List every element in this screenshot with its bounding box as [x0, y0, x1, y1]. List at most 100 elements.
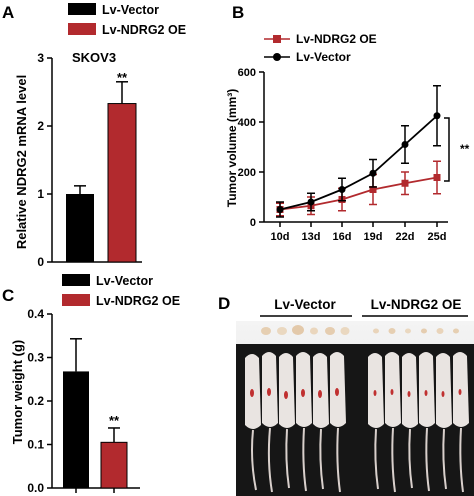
- mouse: [385, 352, 401, 493]
- panel-b-point-oe: [369, 186, 377, 193]
- panel-d-photo: [236, 321, 474, 496]
- panel-a-legend-vector: Lv-Vector: [102, 3, 159, 17]
- panel-d-letter: D: [218, 294, 230, 313]
- panel-b-series-oe: [276, 160, 441, 217]
- panel-d-tumors-vector: [261, 325, 350, 335]
- panel-a-bar-oe: [107, 103, 137, 263]
- panel-a-legend-swatch-oe: [68, 23, 96, 35]
- panel-c-legend-swatch-vector: [62, 274, 90, 286]
- mouse: [436, 353, 452, 490]
- mouse: [419, 352, 435, 492]
- panel-b-point-oe: [401, 179, 409, 187]
- panel-b-point-vector: [338, 186, 346, 193]
- panel-b-letter: B: [232, 3, 244, 22]
- mouse: [296, 352, 312, 492]
- panel-a-tick-1: 1: [37, 187, 52, 201]
- panel-b-xtick-label-1: 13d: [302, 231, 321, 243]
- panel-c-tick-1: 0.1: [27, 438, 52, 452]
- panel-b-xtick-0: 10d: [271, 222, 290, 243]
- panel-c-tick-label-4: 0.4: [27, 307, 44, 321]
- panel-b-point-vector: [433, 112, 441, 120]
- panel-a-ylabel: Relative NDRG2 mRNA level: [14, 75, 29, 249]
- panel-a-cell-line: SKOV3: [72, 50, 116, 65]
- panel-b-ylabel: Tumor volume (mm³): [225, 89, 239, 207]
- panel-b-legend-vector: Lv-Vector: [264, 50, 351, 64]
- panel-a-letter: A: [2, 3, 14, 22]
- panel-b-significance: **: [460, 142, 470, 156]
- panel-d-label-vector: Lv-Vector: [274, 297, 336, 312]
- panel-b-xtick-label-2: 16d: [333, 231, 352, 243]
- panel-b-ytick-label-2: 400: [238, 117, 256, 129]
- panel-c-legend-swatch-oe: [62, 294, 90, 306]
- mouse: [330, 352, 346, 493]
- panel-b-ytick-3: 600: [238, 67, 264, 79]
- panel-b: B Lv-NDRG2 OE Lv-Vector Tumor volume (mm…: [225, 3, 470, 243]
- panel-c-tick-label-3: 0.3: [27, 351, 44, 365]
- panel-d-mice-oe: [368, 352, 469, 493]
- panel-c-ylabel: Tumor weight (g): [10, 340, 25, 444]
- panel-b-xtick-label-3: 19d: [364, 231, 383, 243]
- panel-b-xtick-5: 25d: [428, 222, 447, 243]
- panel-c-bar-oe: [100, 441, 128, 489]
- mouse: [402, 353, 418, 489]
- panel-b-xtick-label-4: 22d: [396, 231, 415, 243]
- panel-c-significance: **: [109, 413, 120, 428]
- panel-d-label-oe: Lv-NDRG2 OE: [371, 297, 462, 312]
- panel-d-tumors-oe: [373, 328, 459, 334]
- panel-b-point-vector: [307, 198, 315, 206]
- panel-c-legend-oe: Lv-NDRG2 OE: [96, 294, 180, 308]
- panel-b-ytick-0: 0: [250, 217, 264, 229]
- panel-c: C Lv-Vector Lv-NDRG2 OE Tumor weight (g)…: [2, 274, 180, 495]
- panel-a-tick-label-2: 2: [37, 119, 44, 133]
- panel-a-tick-3: 3: [37, 51, 52, 65]
- panel-c-tick-4: 0.4: [27, 307, 52, 321]
- panel-b-line-vector: [279, 115, 438, 211]
- panel-c-tick-label-2: 0.2: [27, 394, 44, 408]
- panel-b-ytick-label-0: 0: [250, 217, 256, 229]
- panel-a-tick-2: 2: [37, 119, 52, 133]
- panel-a-tick-label-1: 1: [37, 187, 44, 201]
- panel-a: A Lv-Vector Lv-NDRG2 OE SKOV3 Relative N…: [2, 3, 186, 269]
- panel-a-legend-swatch-vector: [68, 3, 96, 15]
- panel-c-tick-3: 0.3: [27, 351, 52, 365]
- mouse: [245, 354, 261, 491]
- panel-a-significance: **: [117, 70, 128, 85]
- panel-c-tick-0: 0.0: [27, 481, 52, 495]
- panel-b-ytick-1: 200: [238, 167, 264, 179]
- mouse: [262, 352, 278, 493]
- panel-d-mice-vector: [245, 352, 346, 493]
- panel-b-xtick-label-5: 25d: [428, 231, 447, 243]
- panel-b-line-oe: [279, 176, 438, 211]
- panel-b-ytick-label-3: 600: [238, 67, 256, 79]
- panel-b-xtick-2: 16d: [333, 222, 352, 243]
- panel-a-bar-vector: [66, 194, 94, 262]
- panel-b-ytick-label-1: 200: [238, 167, 256, 179]
- panel-a-tick-label-3: 3: [37, 51, 44, 65]
- panel-b-point-vector: [369, 169, 377, 177]
- panel-b-ytick-2: 400: [238, 117, 264, 129]
- panel-b-xtick-4: 22d: [396, 222, 415, 243]
- panel-b-point-vector: [401, 141, 409, 148]
- panel-a-legend-oe: Lv-NDRG2 OE: [102, 23, 186, 37]
- panel-c-letter: C: [2, 286, 14, 305]
- panel-b-xtick-3: 19d: [364, 222, 383, 243]
- panel-c-tick-label-0: 0.0: [27, 481, 44, 495]
- mouse: [313, 353, 329, 490]
- panel-b-legend-oe: Lv-NDRG2 OE: [264, 32, 377, 46]
- panel-b-xtick-1: 13d: [302, 222, 321, 243]
- panel-b-xtick-label-0: 10d: [271, 231, 290, 243]
- panel-b-significance-bracket: [444, 117, 450, 182]
- mouse: [279, 353, 295, 489]
- panel-c-bar-vector: [63, 371, 89, 488]
- panel-d: D Lv-Vector Lv-NDRG2 OE: [218, 294, 474, 496]
- panel-b-point-oe: [433, 174, 441, 181]
- panel-b-series-vector: [276, 85, 441, 218]
- panel-c-legend-vector: Lv-Vector: [96, 274, 153, 288]
- panel-c-tick-label-1: 0.1: [27, 438, 44, 452]
- panel-b-point-vector: [276, 206, 284, 213]
- panel-b-legend-vector-label: Lv-Vector: [296, 50, 351, 64]
- panel-b-legend-oe-label: Lv-NDRG2 OE: [296, 32, 377, 46]
- mouse: [453, 352, 469, 493]
- panel-a-tick-label-0: 0: [37, 255, 44, 269]
